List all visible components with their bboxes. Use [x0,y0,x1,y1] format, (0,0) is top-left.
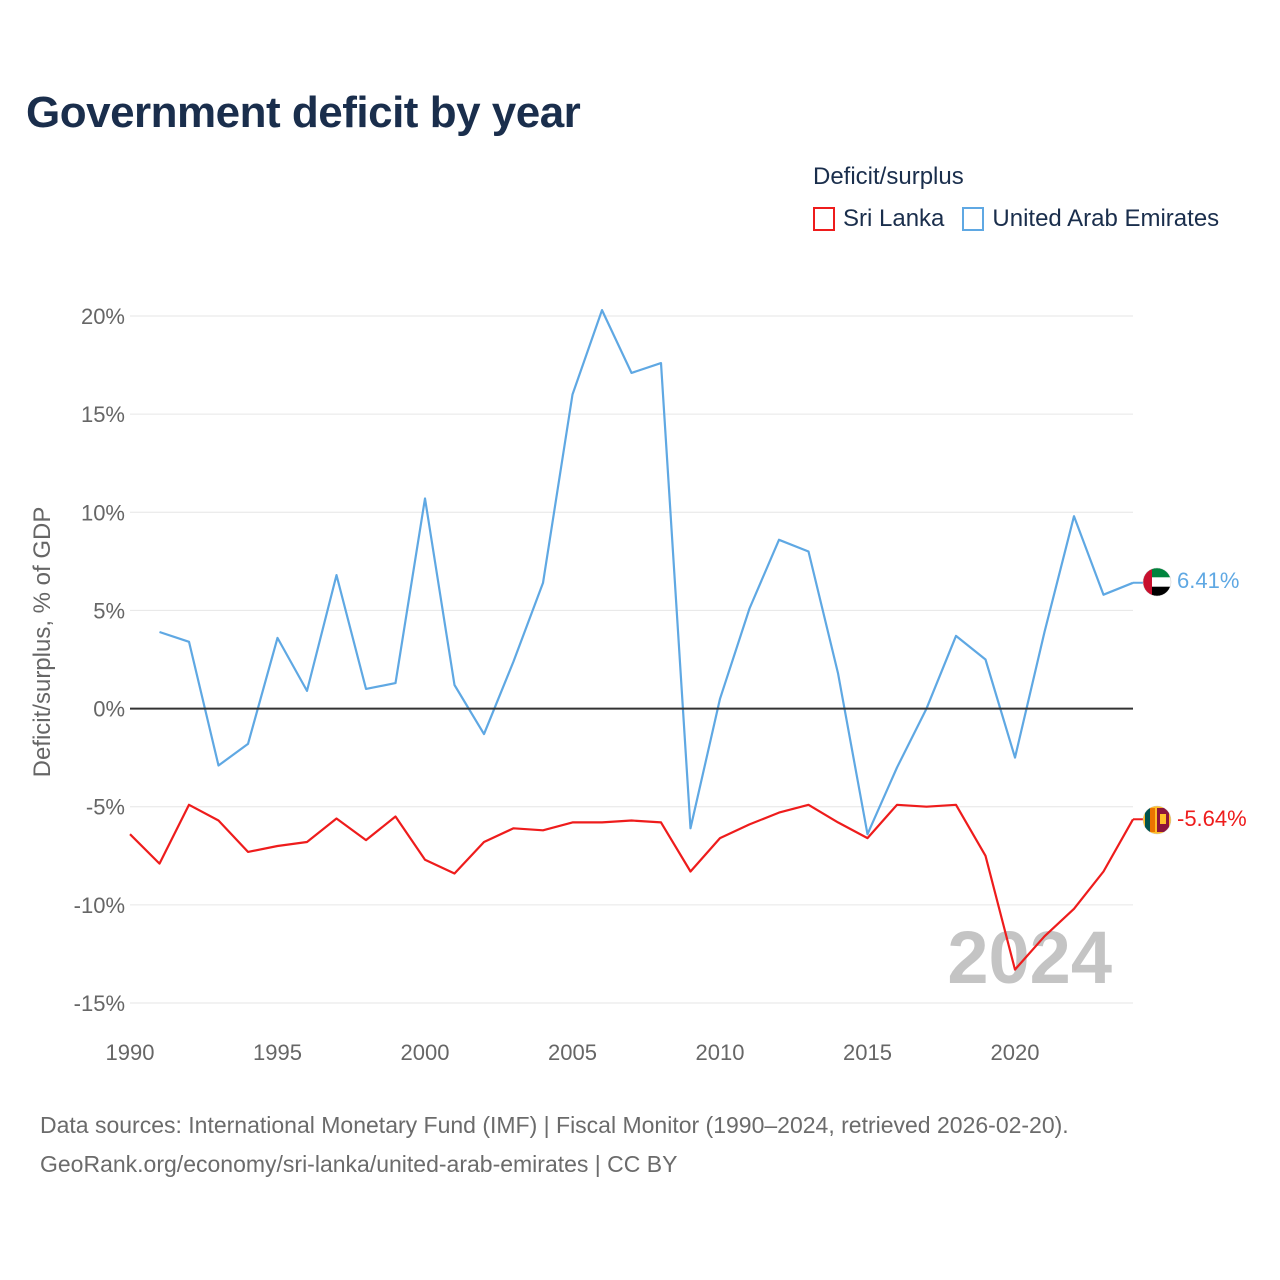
chart-title: Government deficit by year [26,88,581,137]
source-line-1: Data sources: International Monetary Fun… [40,1112,1069,1138]
y-tick-label: -15% [74,991,125,1016]
y-tick-label: -5% [86,795,125,820]
y-axis-label: Deficit/surplus, % of GDP [29,507,56,778]
legend-label-sri-lanka: Sri Lanka [843,205,945,232]
uae-flag-icon [1143,568,1171,596]
source-note: Data sources: International Monetary Fun… [40,1106,1069,1184]
y-tick-label: 20% [81,304,125,329]
sri-lanka-flag-icon [1143,806,1171,834]
uae-flag-border [1142,567,1172,597]
series-lines [129,309,1143,971]
legend-swatch-uae [962,207,985,231]
y-tick-label: 5% [93,598,125,623]
sri-lanka-end-label: -5.64% [1177,806,1247,831]
x-tick-labels: 1990 1995 2000 2005 2010 2015 2020 [106,1040,1040,1065]
x-tick-label: 1990 [106,1040,155,1065]
sri-lanka-flag-border [1142,805,1172,835]
uae-end-label: 6.41% [1177,568,1239,593]
x-tick-label: 2020 [991,1040,1040,1065]
x-tick-label: 1995 [253,1040,302,1065]
legend-title: Deficit/surplus [813,163,964,190]
legend: Sri Lanka United Arab Emirates [813,205,1219,233]
x-tick-label: 2000 [401,1040,450,1065]
source-line-2: GeoRank.org/economy/sri-lanka/united-ara… [40,1151,678,1177]
y-tick-labels: 20% 15% 10% 5% 0% -5% -10% -15% [74,304,125,1016]
y-tick-label: -10% [74,893,125,918]
y-tick-label: 0% [93,697,125,722]
year-watermark: 2024 [947,916,1112,999]
series-line-sri-lanka [129,803,1134,971]
y-tick-label: 10% [81,500,125,525]
grid-lines [130,315,1133,1004]
legend-item-uae[interactable]: United Arab Emirates [962,205,1219,233]
x-tick-label: 2010 [696,1040,745,1065]
x-tick-label: 2005 [548,1040,597,1065]
y-tick-label: 15% [81,402,125,427]
x-tick-label: 2015 [843,1040,892,1065]
legend-swatch-sri-lanka [813,207,835,231]
legend-label-uae: United Arab Emirates [992,205,1220,232]
series-line-uae [159,309,1134,836]
legend-item-sri-lanka[interactable]: Sri Lanka [813,205,944,233]
